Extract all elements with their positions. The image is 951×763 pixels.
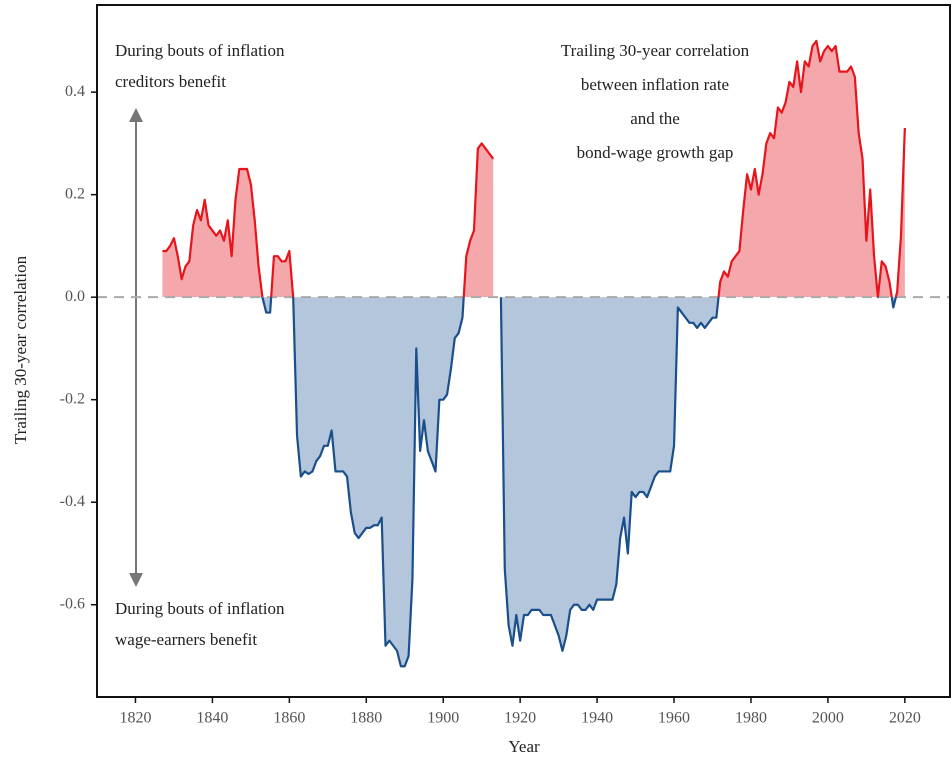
y-axis-label: Trailing 30-year correlation bbox=[11, 255, 30, 444]
y-tick-label: -0.6 bbox=[60, 595, 85, 612]
line bbox=[499, 297, 897, 652]
y-tick-label: -0.2 bbox=[60, 390, 85, 407]
x-axis-label: Year bbox=[508, 737, 540, 756]
y-tick-label: -0.4 bbox=[60, 493, 85, 510]
x-tick-label: 1940 bbox=[581, 710, 613, 727]
x-tick-label: 1920 bbox=[504, 710, 536, 727]
y-tick-label: 0.0 bbox=[65, 288, 85, 305]
annotation: Trailing 30-year correlation bbox=[561, 41, 750, 60]
y-tick-label: 0.2 bbox=[65, 185, 85, 202]
line bbox=[501, 39, 906, 298]
line bbox=[261, 297, 465, 668]
y-tick-label: 0.4 bbox=[65, 83, 85, 100]
x-tick-label: 1820 bbox=[119, 710, 151, 727]
annotation: wage-earners benefit bbox=[115, 630, 257, 649]
annotation: between inflation rate bbox=[581, 75, 729, 94]
annotation: creditors benefit bbox=[115, 72, 226, 91]
plot-frame bbox=[96, 4, 951, 698]
annotation: During bouts of inflation bbox=[115, 599, 285, 618]
x-tick-label: 1840 bbox=[196, 710, 228, 727]
x-tick-label: 1960 bbox=[658, 710, 690, 727]
x-tick-label: 1900 bbox=[427, 710, 459, 727]
area-fill bbox=[718, 40, 905, 298]
x-tick-label: 2020 bbox=[889, 710, 921, 727]
x-tick-label: 1860 bbox=[273, 710, 305, 727]
area-fill bbox=[162, 143, 494, 298]
x-tick-label: 2000 bbox=[812, 710, 844, 727]
line bbox=[162, 142, 495, 298]
annotation: During bouts of inflation bbox=[115, 41, 285, 60]
area-fill bbox=[500, 297, 905, 651]
x-tick-label: 1880 bbox=[350, 710, 382, 727]
annotation: and the bbox=[630, 109, 680, 128]
x-tick-label: 1980 bbox=[735, 710, 767, 727]
annotation: bond-wage growth gap bbox=[577, 143, 734, 162]
area-fill bbox=[162, 297, 494, 667]
